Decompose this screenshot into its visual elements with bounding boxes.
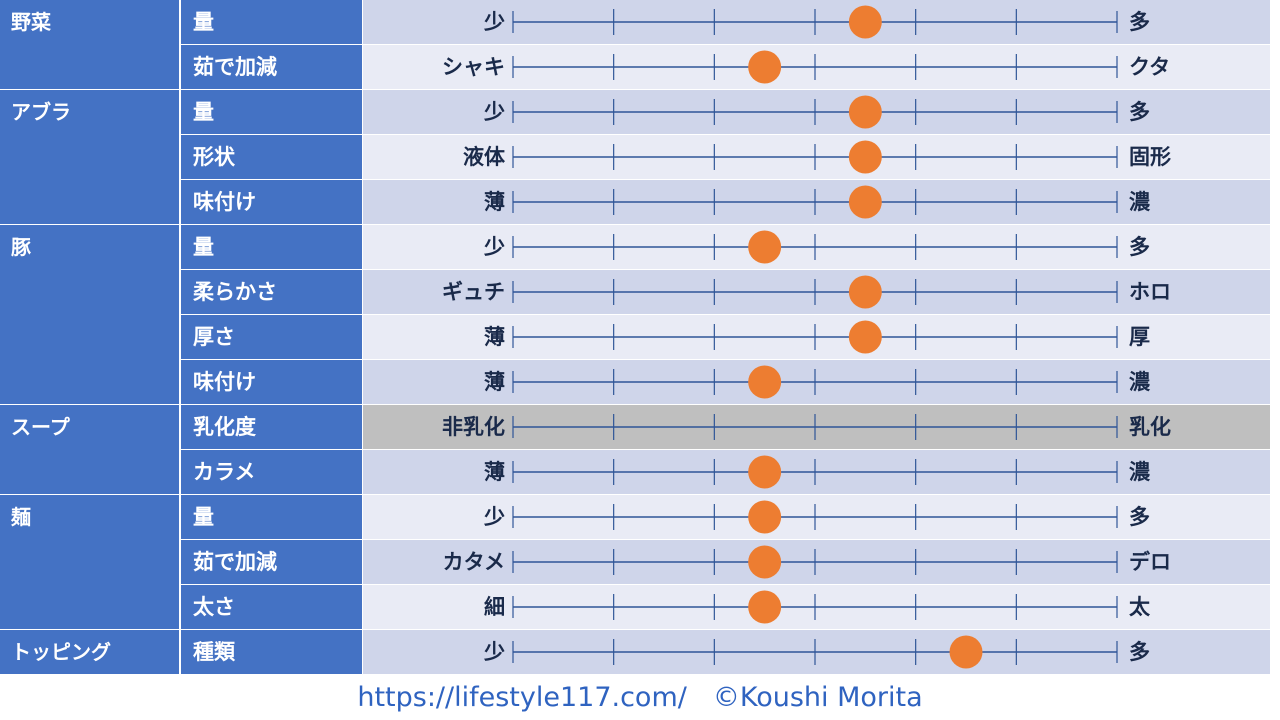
rating-marker xyxy=(748,545,782,579)
item-label: 量 xyxy=(193,100,214,124)
scale-left-label: 非乳化 xyxy=(442,415,505,439)
scale-left-label: 薄 xyxy=(484,370,505,394)
item-label: カラメ xyxy=(193,460,255,484)
category-label: アブラ xyxy=(11,100,71,124)
scale-right-label: 乳化 xyxy=(1129,415,1171,439)
scale-right-label: デロ xyxy=(1129,550,1171,574)
footer-url[interactable]: https://lifestyle117.com/ xyxy=(357,681,687,713)
item-label: 乳化度 xyxy=(193,415,256,439)
item-label: 種類 xyxy=(193,640,236,664)
footer-copyright: ©Koushi Morita xyxy=(712,681,923,713)
scale-left-label: 少 xyxy=(483,100,505,124)
rating-marker xyxy=(748,230,782,264)
item-label: 厚さ xyxy=(193,325,235,349)
category-label: 野菜 xyxy=(11,10,51,34)
category-cell xyxy=(0,405,179,494)
category-label: 豚 xyxy=(11,235,31,259)
item-label: 形状 xyxy=(193,145,236,169)
scale-right-label: ホロ xyxy=(1129,280,1171,304)
scale-left-label: 薄 xyxy=(484,325,505,349)
scale-right-label: 多 xyxy=(1129,10,1150,34)
item-cell xyxy=(181,585,362,629)
item-label: 量 xyxy=(193,505,214,529)
scale-left-label: 少 xyxy=(483,505,505,529)
item-label: 柔らかさ xyxy=(193,280,277,304)
item-cell xyxy=(181,360,362,404)
rating-marker xyxy=(748,500,782,534)
item-label: 味付け xyxy=(193,190,256,214)
rating-marker xyxy=(748,590,782,624)
scale-right-label: 太 xyxy=(1129,595,1151,619)
item-cell xyxy=(181,90,362,134)
category-cell xyxy=(0,0,179,89)
footer: https://lifestyle117.com/ ©Koushi Morita xyxy=(0,674,1280,720)
item-cell xyxy=(181,0,362,44)
item-cell xyxy=(181,450,362,494)
rating-marker xyxy=(949,635,983,669)
category-cell xyxy=(0,495,179,629)
category-cell xyxy=(0,630,179,674)
scale-left-label: 薄 xyxy=(484,190,505,214)
scale-right-label: 多 xyxy=(1129,640,1150,664)
scale-left-label: ギュチ xyxy=(442,280,505,304)
item-label: 味付け xyxy=(193,370,256,394)
scale-right-label: 厚 xyxy=(1129,325,1150,349)
item-label: 茹で加減 xyxy=(193,550,277,574)
item-cell xyxy=(181,630,362,674)
scale-left-label: シャキ xyxy=(442,55,505,79)
scale-left-label: 少 xyxy=(483,10,505,34)
scale-left-label: カタメ xyxy=(443,550,505,574)
item-label: 量 xyxy=(193,235,214,259)
item-cell xyxy=(181,135,362,179)
item-cell xyxy=(181,45,362,89)
category-cell xyxy=(0,90,179,224)
rating-marker xyxy=(748,455,782,489)
rating-marker xyxy=(848,95,882,129)
item-cell xyxy=(181,495,362,539)
category-label: トッピング xyxy=(11,640,111,664)
rating-marker xyxy=(748,365,782,399)
scale-right-label: 多 xyxy=(1129,505,1150,529)
scale-left-label: 少 xyxy=(483,640,505,664)
scale-right-label: クタ xyxy=(1129,55,1170,79)
item-cell xyxy=(181,225,362,269)
item-label: 茹で加減 xyxy=(193,55,277,79)
scale-left-label: 細 xyxy=(484,595,505,619)
scale-right-label: 濃 xyxy=(1129,370,1151,394)
item-label: 太さ xyxy=(193,595,235,619)
scale-left-label: 薄 xyxy=(484,460,505,484)
item-cell xyxy=(181,315,362,359)
scale-right-label: 濃 xyxy=(1129,460,1151,484)
category-label: スープ xyxy=(11,415,71,439)
scale-right-label: 固形 xyxy=(1129,145,1171,169)
scale-left-label: 液体 xyxy=(463,145,506,169)
category-label: 麺 xyxy=(10,505,31,529)
scale-left-label: 少 xyxy=(483,235,505,259)
scale-right-label: 濃 xyxy=(1129,190,1151,214)
rating-marker xyxy=(848,140,882,174)
category-cell xyxy=(0,225,179,404)
rating-marker xyxy=(848,185,882,219)
item-cell xyxy=(181,540,362,584)
scale-right-label: 多 xyxy=(1129,235,1150,259)
item-cell xyxy=(181,405,362,449)
rating-marker xyxy=(848,320,882,354)
item-cell xyxy=(181,180,362,224)
scale-right-label: 多 xyxy=(1129,100,1150,124)
item-cell xyxy=(181,270,362,314)
rating-marker xyxy=(848,275,882,309)
rating-marker xyxy=(748,50,782,84)
rating-marker xyxy=(848,5,882,39)
item-label: 量 xyxy=(193,10,214,34)
